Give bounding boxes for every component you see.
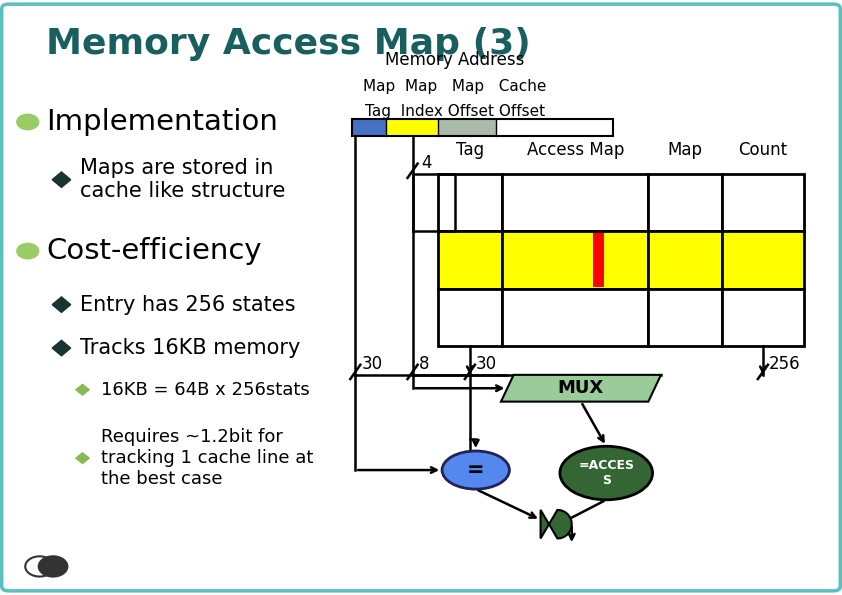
Bar — [502, 289, 648, 346]
Text: Requires ~1.2bit for
tracking 1 cache line at
the best case: Requires ~1.2bit for tracking 1 cache li… — [101, 428, 313, 488]
Circle shape — [17, 243, 39, 259]
Text: Tag: Tag — [456, 141, 484, 159]
Text: Count: Count — [738, 141, 787, 159]
Bar — [722, 174, 804, 231]
Text: 16KB = 64B x 256stats: 16KB = 64B x 256stats — [101, 381, 310, 399]
Bar — [648, 174, 722, 231]
Bar — [352, 119, 386, 136]
Bar — [438, 119, 495, 136]
Bar — [438, 231, 502, 289]
Text: Map  Map   Map   Cache: Map Map Map Cache — [363, 79, 546, 94]
Ellipse shape — [442, 451, 509, 489]
Bar — [648, 231, 722, 289]
Bar — [648, 289, 722, 346]
Bar — [352, 119, 613, 136]
Text: MUX: MUX — [558, 379, 604, 397]
Polygon shape — [501, 375, 661, 402]
Bar — [495, 119, 613, 136]
Text: 8: 8 — [418, 355, 429, 373]
Text: Cost-efficiency: Cost-efficiency — [46, 237, 262, 265]
Polygon shape — [76, 453, 89, 464]
Bar — [722, 289, 804, 346]
Text: Memory Access Map (3): Memory Access Map (3) — [46, 27, 531, 61]
Polygon shape — [76, 384, 89, 395]
Circle shape — [17, 114, 39, 130]
Bar — [593, 233, 604, 287]
Text: Entry has 256 states: Entry has 256 states — [80, 295, 296, 315]
Text: =ACCES
S: =ACCES S — [578, 459, 634, 487]
Polygon shape — [52, 297, 71, 312]
Text: Tracks 16KB memory: Tracks 16KB memory — [80, 338, 301, 358]
Text: Maps are stored in
cache like structure: Maps are stored in cache like structure — [80, 158, 285, 201]
Bar — [438, 174, 502, 231]
Text: Tag  Index Offset Offset: Tag Index Offset Offset — [365, 104, 545, 119]
Text: 30: 30 — [362, 355, 383, 373]
Text: Implementation: Implementation — [46, 108, 278, 136]
Text: =: = — [467, 460, 484, 480]
Bar — [502, 231, 648, 289]
Bar — [438, 289, 502, 346]
Bar — [502, 174, 648, 231]
Text: Map: Map — [668, 141, 702, 159]
Text: Access Map: Access Map — [526, 141, 624, 159]
Bar — [386, 119, 438, 136]
FancyBboxPatch shape — [2, 4, 840, 591]
Ellipse shape — [560, 446, 653, 500]
Polygon shape — [52, 340, 71, 356]
Text: 256: 256 — [769, 355, 801, 373]
Bar — [722, 231, 804, 289]
Circle shape — [39, 556, 67, 577]
Text: 30: 30 — [476, 355, 497, 373]
Polygon shape — [52, 172, 71, 187]
Polygon shape — [541, 510, 572, 538]
Circle shape — [25, 556, 54, 577]
Text: Memory Address: Memory Address — [385, 51, 525, 68]
Text: 4: 4 — [421, 154, 431, 172]
